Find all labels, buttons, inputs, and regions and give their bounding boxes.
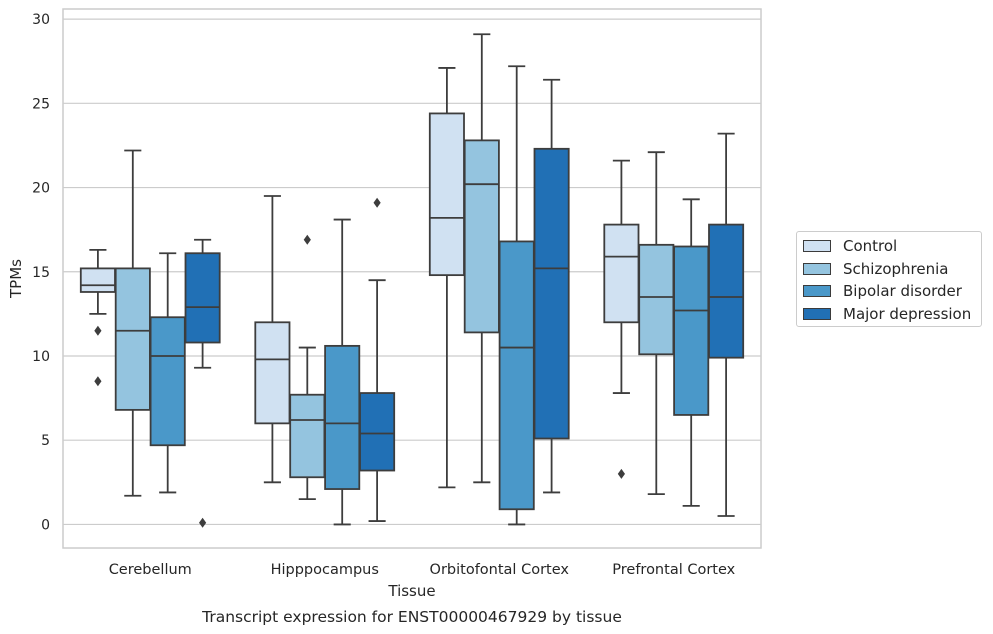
box-body (673, 245, 710, 416)
box-body (463, 139, 500, 334)
box-schizophrenia-1 (289, 234, 326, 501)
box-bipolar-disorder-1 (324, 218, 361, 526)
outlier-point (373, 197, 381, 208)
outlier-point (94, 376, 102, 387)
x-tick-label: Hipppocampus (271, 562, 379, 578)
y-tick-label: 20 (32, 181, 50, 197)
plot-frame (62, 8, 762, 549)
box-bipolar-disorder-2 (498, 65, 535, 526)
box-control-3 (603, 159, 640, 479)
legend-label-bipolar-disorder: Bipolar disorder (843, 282, 962, 301)
box-body (603, 223, 640, 324)
legend-label-major-depression: Major depression (843, 305, 972, 324)
chart-title: Transcript expression for ENST0000046792… (201, 608, 622, 626)
legend-item-control: Control (803, 235, 981, 258)
outlier-point (303, 234, 311, 245)
legend-label-control: Control (843, 237, 898, 256)
legend-item-schizophrenia: Schizophrenia (803, 258, 981, 281)
box-body (498, 240, 535, 511)
legend-swatch-control (803, 240, 831, 253)
legend-swatch-bipolar-disorder (803, 285, 831, 298)
legend-item-major-depression: Major depression (803, 303, 981, 326)
box-series (79, 33, 745, 528)
y-tick-label: 10 (32, 349, 50, 365)
box-bipolar-disorder-3 (673, 198, 710, 507)
y-tick-label: 0 (41, 517, 50, 533)
y-tick-label: 30 (32, 12, 50, 28)
box-body (149, 316, 186, 447)
box-major-depression-0 (184, 238, 221, 528)
y-axis-label: TPMs (7, 259, 25, 299)
x-tick-label: Cerebellum (109, 562, 192, 578)
y-tick-label: 15 (32, 265, 50, 281)
outlier-point (199, 517, 207, 528)
box-body (428, 112, 465, 277)
box-body (79, 267, 116, 293)
legend-label-schizophrenia: Schizophrenia (843, 259, 949, 278)
box-control-1 (254, 195, 291, 484)
outlier-point (617, 468, 625, 479)
box-body (533, 147, 570, 440)
box-major-depression-1 (359, 197, 396, 522)
x-tick-label: Orbitofontal Cortex (430, 562, 570, 578)
box-major-depression-2 (533, 78, 570, 494)
box-body (324, 344, 361, 490)
box-schizophrenia-3 (638, 151, 675, 496)
box-body (114, 267, 151, 411)
box-body (708, 223, 745, 359)
x-tick-label: Prefrontal Cortex (612, 562, 735, 578)
x-tick-labels: Cerebellum Hipppocampus Orbitofontal Corte… (109, 562, 736, 578)
box-body (184, 252, 221, 344)
outlier-point (94, 325, 102, 336)
box-major-depression-3 (708, 132, 745, 517)
legend-swatch-major-depression (803, 308, 831, 321)
box-body (289, 393, 326, 479)
x-axis-label: Tissue (387, 582, 435, 600)
box-body (359, 392, 396, 472)
box-body (638, 243, 675, 356)
box-schizophrenia-0 (114, 149, 151, 497)
legend-swatch-schizophrenia (803, 262, 831, 275)
box-bipolar-disorder-0 (149, 252, 186, 494)
y-tick-label: 5 (41, 433, 50, 449)
legend: Control Schizophrenia Bipolar disorder M… (796, 231, 982, 327)
legend-item-bipolar-disorder: Bipolar disorder (803, 280, 981, 303)
box-body (254, 321, 291, 425)
box-control-2 (428, 67, 465, 489)
box-schizophrenia-2 (463, 33, 500, 484)
box-control-0 (79, 248, 116, 387)
y-tick-label: 25 (32, 96, 50, 112)
y-tick-labels: 0 5 10 15 20 25 30 (32, 12, 50, 533)
